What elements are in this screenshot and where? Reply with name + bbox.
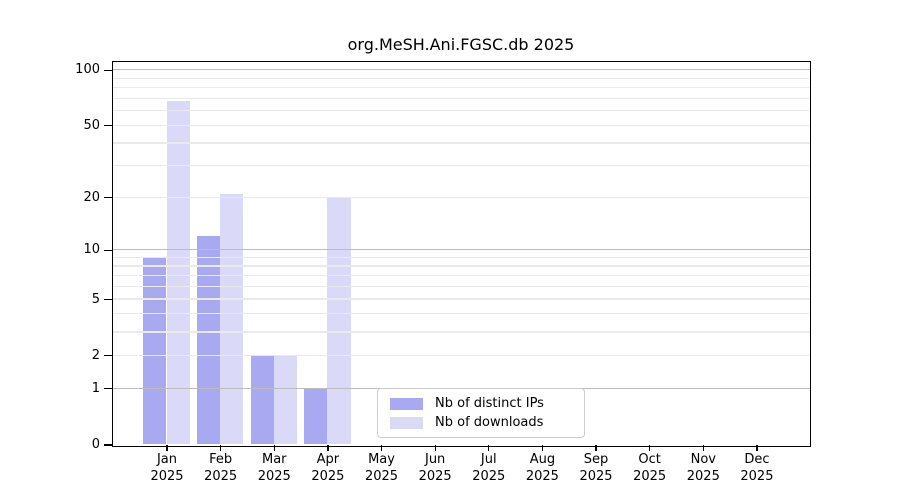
gridline-minor bbox=[112, 97, 810, 99]
x-tick-label: Dec 2025 bbox=[740, 452, 774, 484]
legend-item-downloads: Nb of downloads bbox=[390, 413, 584, 432]
legend-item-distinct-ips: Nb of distinct IPs bbox=[390, 394, 584, 413]
legend-label-distinct-ips: Nb of distinct IPs bbox=[435, 396, 544, 411]
gridline-minor bbox=[112, 196, 810, 198]
bar-nb-of-distinct-ips bbox=[143, 257, 167, 445]
plot-area bbox=[111, 60, 811, 447]
y-tick-mark bbox=[104, 197, 112, 199]
x-tick-label: May 2025 bbox=[364, 452, 399, 484]
y-tick-label: 1 bbox=[91, 380, 100, 396]
gridline-major bbox=[112, 69, 810, 71]
bar-nb-of-downloads bbox=[166, 100, 190, 445]
bar-nb-of-downloads bbox=[327, 197, 351, 445]
x-tick-label: Sep 2025 bbox=[579, 452, 613, 484]
gridline-minor bbox=[112, 313, 810, 315]
x-tick-label: Nov 2025 bbox=[686, 452, 720, 484]
gridline-minor bbox=[112, 77, 810, 79]
gridline-minor bbox=[112, 124, 810, 126]
y-tick-label: 50 bbox=[83, 117, 100, 133]
bar-nb-of-downloads bbox=[273, 355, 297, 445]
x-tick-label: Jul 2025 bbox=[472, 452, 506, 484]
legend-swatch-distinct-ips-icon bbox=[390, 397, 423, 410]
y-tick-label: 0 bbox=[91, 437, 100, 452]
bar-nb-of-distinct-ips bbox=[196, 236, 221, 445]
gridline-minor bbox=[112, 331, 810, 333]
gridline-minor bbox=[112, 285, 810, 288]
y-tick-mark bbox=[104, 355, 112, 357]
x-tick-mark bbox=[219, 445, 222, 451]
legend-swatch-downloads-icon bbox=[390, 416, 423, 429]
y-tick-label: 5 bbox=[91, 291, 100, 307]
x-tick-mark bbox=[702, 445, 704, 451]
gridline-minor bbox=[112, 87, 810, 89]
x-tick-mark bbox=[756, 445, 758, 451]
x-tick-mark bbox=[273, 445, 275, 451]
y-tick-label: 20 bbox=[83, 189, 100, 205]
bar-nb-of-downloads bbox=[220, 193, 244, 445]
x-tick-label: Feb 2025 bbox=[204, 452, 238, 484]
y-tick-mark bbox=[104, 388, 112, 390]
gridline-minor bbox=[112, 256, 810, 259]
chart-title: org.MeSH.Ani.FGSC.db 2025 bbox=[347, 35, 575, 54]
y-tick-mark bbox=[104, 249, 112, 251]
gridline-minor bbox=[112, 142, 810, 144]
x-tick-mark bbox=[488, 445, 490, 451]
y-tick-label: 2 bbox=[91, 347, 100, 363]
x-tick-mark bbox=[595, 445, 597, 451]
y-tick-label: 100 bbox=[75, 62, 100, 78]
legend: Nb of distinct IPs Nb of downloads bbox=[377, 388, 585, 438]
gridline-major bbox=[112, 249, 810, 251]
x-tick-label: Apr 2025 bbox=[311, 452, 345, 484]
y-tick-mark bbox=[104, 444, 112, 446]
y-tick-label: 10 bbox=[83, 242, 100, 258]
x-tick-label: Oct 2025 bbox=[633, 452, 667, 484]
x-tick-mark bbox=[649, 445, 651, 451]
x-tick-label: Jan 2025 bbox=[150, 452, 184, 484]
x-tick-mark bbox=[327, 445, 329, 451]
x-tick-label: Mar 2025 bbox=[257, 452, 291, 484]
x-tick-label: Jun 2025 bbox=[418, 452, 452, 484]
bar-nb-of-distinct-ips bbox=[304, 388, 328, 445]
x-tick-mark bbox=[380, 445, 383, 451]
gridline-minor bbox=[112, 298, 810, 300]
gridline-minor bbox=[112, 275, 810, 277]
gridline-minor bbox=[112, 354, 810, 356]
gridline-minor bbox=[112, 165, 810, 167]
legend-label-downloads: Nb of downloads bbox=[435, 415, 544, 430]
x-tick-label: Aug 2025 bbox=[525, 452, 559, 484]
x-tick-mark bbox=[541, 445, 544, 451]
y-tick-mark bbox=[104, 69, 112, 71]
x-tick-mark bbox=[166, 445, 168, 451]
bar-nb-of-distinct-ips bbox=[250, 355, 274, 445]
y-tick-mark bbox=[104, 298, 112, 301]
x-tick-mark bbox=[434, 445, 436, 451]
gridline-minor bbox=[112, 265, 810, 267]
gridline-minor bbox=[112, 110, 810, 112]
y-tick-mark bbox=[104, 125, 112, 127]
